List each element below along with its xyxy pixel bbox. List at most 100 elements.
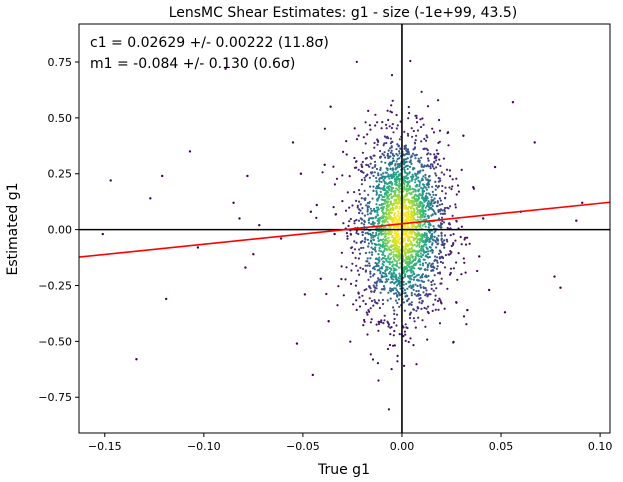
data-point	[387, 118, 390, 122]
outlier-point	[478, 255, 481, 258]
data-point	[411, 152, 415, 155]
data-point	[351, 251, 354, 254]
data-point	[387, 278, 390, 281]
data-point	[433, 153, 436, 156]
data-point	[396, 124, 399, 127]
data-point	[395, 247, 398, 250]
data-point	[386, 268, 389, 271]
data-point	[369, 207, 372, 210]
data-point	[433, 231, 436, 234]
data-point	[460, 225, 463, 228]
data-point	[431, 251, 434, 254]
data-point	[407, 198, 410, 201]
data-point	[416, 216, 419, 219]
data-point	[409, 337, 412, 340]
data-point	[431, 190, 434, 193]
data-point	[433, 161, 436, 164]
data-point	[393, 230, 397, 233]
y-tick-label: −0.25	[38, 279, 72, 292]
data-point	[369, 270, 372, 273]
data-point	[408, 165, 412, 168]
data-point	[393, 312, 396, 315]
data-point	[397, 232, 400, 235]
data-point	[441, 190, 444, 193]
x-axis-ticks: −0.15 −0.10 −0.05 0.00 0.05 0.10	[88, 433, 612, 453]
data-point	[439, 222, 443, 225]
data-point	[403, 236, 406, 239]
data-point	[346, 191, 349, 194]
data-point	[412, 129, 415, 133]
data-point	[418, 301, 421, 304]
data-point	[381, 298, 384, 302]
data-point	[350, 269, 353, 272]
data-point	[386, 168, 389, 172]
data-point	[432, 131, 436, 134]
outlier-point	[493, 165, 497, 169]
data-point	[395, 313, 399, 316]
data-point	[417, 160, 420, 163]
data-point	[363, 240, 366, 244]
data-point	[437, 224, 440, 227]
data-point	[392, 203, 395, 206]
data-point	[422, 183, 425, 186]
data-point	[388, 270, 392, 273]
data-point	[362, 324, 365, 327]
data-point	[408, 316, 412, 320]
data-point	[363, 214, 367, 217]
reference-lines	[79, 24, 610, 433]
data-point	[387, 191, 390, 194]
data-point	[445, 238, 448, 241]
data-point	[392, 218, 395, 221]
data-point	[411, 196, 414, 199]
data-point	[422, 258, 425, 261]
data-point	[428, 245, 431, 249]
data-point	[394, 164, 397, 167]
data-point	[323, 127, 326, 130]
data-point	[407, 280, 410, 283]
data-point	[377, 379, 380, 382]
data-point	[368, 251, 371, 254]
data-point	[417, 259, 420, 262]
data-point	[383, 247, 386, 250]
data-point	[412, 190, 415, 193]
data-point	[391, 287, 394, 291]
data-point	[412, 278, 415, 281]
data-point	[436, 152, 439, 155]
data-point	[420, 125, 423, 129]
data-point	[369, 353, 372, 356]
data-point	[388, 263, 391, 266]
data-point	[419, 263, 422, 266]
data-point	[385, 171, 388, 174]
data-point	[367, 205, 370, 208]
data-point	[383, 319, 386, 322]
data-point	[388, 289, 392, 292]
data-point	[394, 173, 397, 176]
data-point	[375, 215, 378, 218]
data-point	[397, 276, 400, 279]
data-point	[414, 326, 417, 329]
data-point	[415, 202, 418, 205]
data-point	[367, 278, 370, 281]
data-point	[349, 233, 353, 236]
data-point	[440, 277, 443, 280]
data-point	[356, 269, 359, 272]
data-point	[462, 257, 465, 260]
data-point	[377, 268, 381, 272]
data-point	[333, 183, 336, 186]
data-point	[464, 243, 468, 246]
data-point	[357, 257, 360, 260]
data-point	[428, 202, 431, 205]
data-point	[443, 173, 446, 176]
data-point	[415, 175, 418, 178]
data-point	[361, 160, 364, 164]
data-point	[410, 265, 413, 268]
data-point	[410, 268, 413, 271]
data-point	[422, 175, 425, 178]
data-point	[386, 266, 389, 269]
data-point	[414, 226, 417, 229]
data-point	[427, 279, 430, 282]
data-point	[414, 181, 417, 184]
data-point	[440, 238, 443, 241]
data-point	[377, 322, 381, 326]
data-point	[353, 240, 356, 243]
